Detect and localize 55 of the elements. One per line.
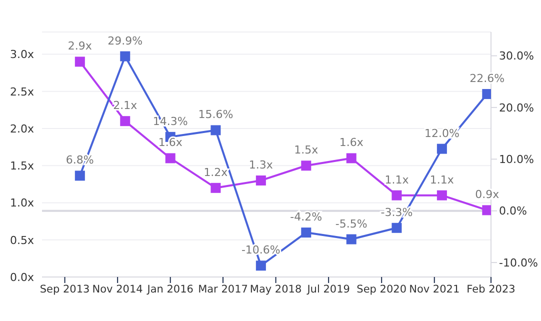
point <box>256 260 266 271</box>
data-label: 15.6% <box>198 108 234 122</box>
point <box>301 228 312 238</box>
point <box>210 182 221 193</box>
data-label: 2.1x <box>113 99 138 112</box>
y2-tick-label: 10.0% <box>499 153 534 166</box>
y2-tick-label: 0.0% <box>499 204 527 218</box>
point <box>436 190 447 200</box>
data-label: 1.6x <box>339 136 364 150</box>
point <box>392 222 402 233</box>
x-tick-label: Feb 2023 <box>466 283 516 296</box>
data-label: 1.5x <box>294 144 319 157</box>
y2-tick-label: 20.0% <box>499 101 534 114</box>
y-tick-label: 1.5x <box>10 160 34 173</box>
point <box>301 160 312 171</box>
x-tick-label: Jan 2016 <box>146 283 194 296</box>
data-label: 0.9x <box>475 188 500 202</box>
y2-tick-label: 30.0% <box>499 50 534 63</box>
x-tick-label: Sep 2020 <box>356 283 407 296</box>
point <box>165 153 176 164</box>
y-tick-label: 2.5x <box>10 85 34 98</box>
point <box>346 153 356 164</box>
point <box>256 175 266 186</box>
point <box>482 205 491 216</box>
data-label: -5.5% <box>335 217 368 230</box>
x-tick-label: Nov 2014 <box>92 283 144 296</box>
x-tick-label: May 2018 <box>250 283 302 296</box>
y-tick-label: 2.0x <box>10 122 34 136</box>
point <box>74 56 85 67</box>
x-tick-label: Mar 2017 <box>198 283 248 296</box>
y-tick-label: 0.0x <box>10 270 34 284</box>
data-label: 1.6x <box>158 136 183 150</box>
data-label: 22.6% <box>470 72 505 86</box>
x-tick-label: Sep 2013 <box>40 283 90 296</box>
y-tick-label: 3.0x <box>10 48 34 62</box>
data-label: 29.9% <box>108 34 143 48</box>
data-label: 1.2x <box>204 166 228 179</box>
data-label: 1.1x <box>384 173 410 186</box>
y2-tick-label: -10.0% <box>499 256 538 270</box>
data-label: -4.2% <box>290 210 322 224</box>
y-tick-label: 0.5x <box>10 234 34 247</box>
point <box>436 144 447 154</box>
data-label: 2.9x <box>68 40 92 53</box>
data-label: 1.3x <box>248 158 274 172</box>
point <box>74 170 85 181</box>
point <box>120 51 130 62</box>
point <box>210 125 221 136</box>
point <box>346 234 356 244</box>
point <box>482 89 491 100</box>
x-tick-label: Jul 2019 <box>306 283 350 296</box>
point <box>392 190 402 200</box>
point <box>120 116 130 126</box>
x-tick-label: Nov 2021 <box>409 283 460 296</box>
data-label: 1.1x <box>430 173 454 186</box>
y-tick-label: 1.0x <box>10 196 34 210</box>
